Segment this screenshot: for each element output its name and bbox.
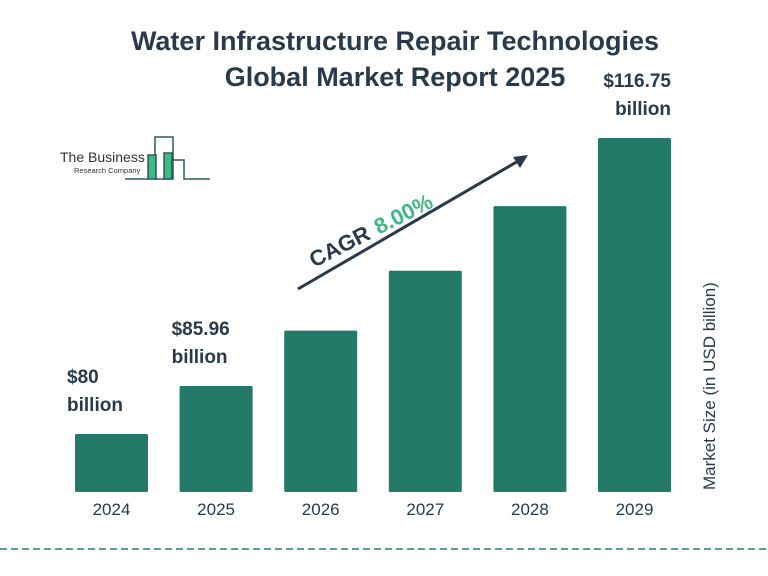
logo-line2: Research Company [74, 166, 141, 175]
bar-2024 [75, 434, 148, 492]
data-label-value: $80 [67, 367, 99, 388]
x-tick-label: 2025 [197, 500, 235, 519]
cagr-arrow [297, 155, 528, 291]
bar-2029 [598, 138, 671, 492]
bar-2026 [284, 330, 358, 492]
bar-2027 [388, 270, 462, 492]
x-tick-label: 2028 [511, 500, 549, 519]
x-tick-label: 2024 [93, 500, 131, 519]
data-label: $116.75 billion [571, 68, 671, 124]
chart-title-line1: Water Infrastructure Repair Technologies [130, 26, 660, 56]
logo-mark [125, 136, 210, 180]
bar-2028 [493, 206, 567, 493]
bar-2025 [179, 386, 253, 492]
x-tick-label: 2026 [302, 500, 340, 519]
y-axis-label: Market Size (in USD billion) [700, 282, 719, 490]
x-tick-label: 2029 [616, 500, 654, 519]
data-label-value: $116.75 [603, 71, 671, 92]
data-label: $80 billion [67, 364, 123, 420]
x-tick-label: 2027 [406, 500, 444, 519]
data-label: $85.96 billion [172, 316, 230, 372]
logo: The Business Research Company [60, 150, 145, 178]
data-label-unit: billion [171, 347, 228, 368]
data-label-value: $85.96 [171, 319, 230, 340]
chart-title-line2: Global Market Report 2025 [224, 62, 566, 92]
data-label-unit: billion [67, 395, 123, 416]
data-label-unit: billion [615, 99, 671, 120]
logo-line1: The Business [60, 149, 145, 165]
